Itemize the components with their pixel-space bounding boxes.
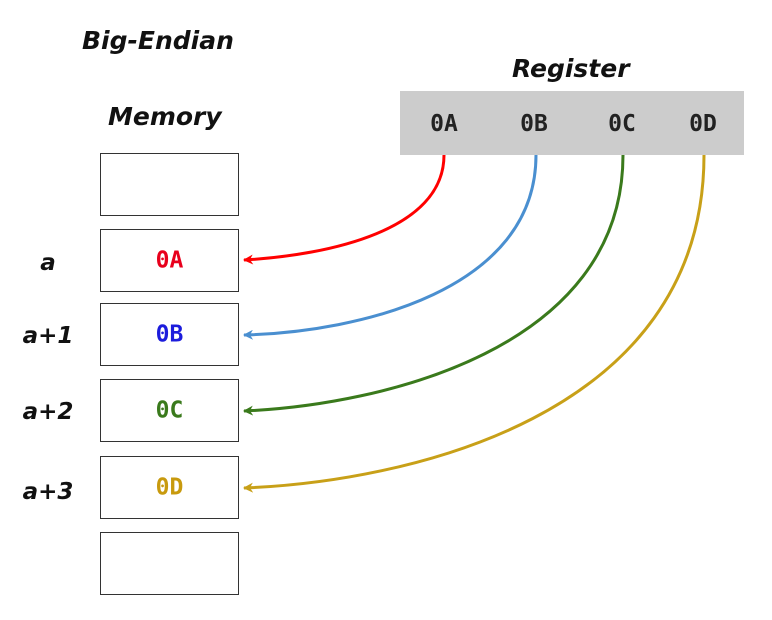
arrow-0d-to-a-plus-3	[243, 154, 706, 493]
memory-cell-value-0d: 0D	[155, 474, 184, 500]
address-label-a-plus-2: a+2	[22, 399, 74, 425]
register-box	[400, 91, 744, 155]
address-label-a-plus-1: a+1	[22, 323, 74, 349]
address-label-a-plus-3: a+3	[22, 479, 74, 505]
register-byte-0a: 0A	[430, 111, 458, 137]
memory-cell-a-plus-2: 0C	[100, 379, 239, 442]
memory-cell-value-0c: 0C	[155, 397, 184, 423]
register-title: Register	[512, 54, 630, 83]
memory-cell-empty-bottom	[100, 532, 239, 595]
register-byte-0b: 0B	[520, 111, 548, 137]
memory-cell-a-plus-1: 0B	[100, 303, 239, 366]
diagram-title: Big-Endian	[82, 26, 234, 55]
memory-cell-a: 0A	[100, 229, 239, 292]
address-label-a: a	[40, 250, 56, 276]
memory-cell-value-0a: 0A	[155, 247, 184, 273]
register-byte-0c: 0C	[608, 111, 636, 137]
memory-title: Memory	[108, 102, 222, 131]
arrow-0c-to-a-plus-2	[243, 154, 625, 416]
memory-cell-empty-top	[100, 153, 239, 216]
memory-cell-a-plus-3: 0D	[100, 456, 239, 519]
memory-cell-value-0b: 0B	[155, 321, 184, 347]
arrow-0a-to-a	[243, 154, 446, 265]
arrow-0b-to-a-plus-1	[243, 154, 538, 340]
register-byte-0d: 0D	[689, 111, 717, 137]
